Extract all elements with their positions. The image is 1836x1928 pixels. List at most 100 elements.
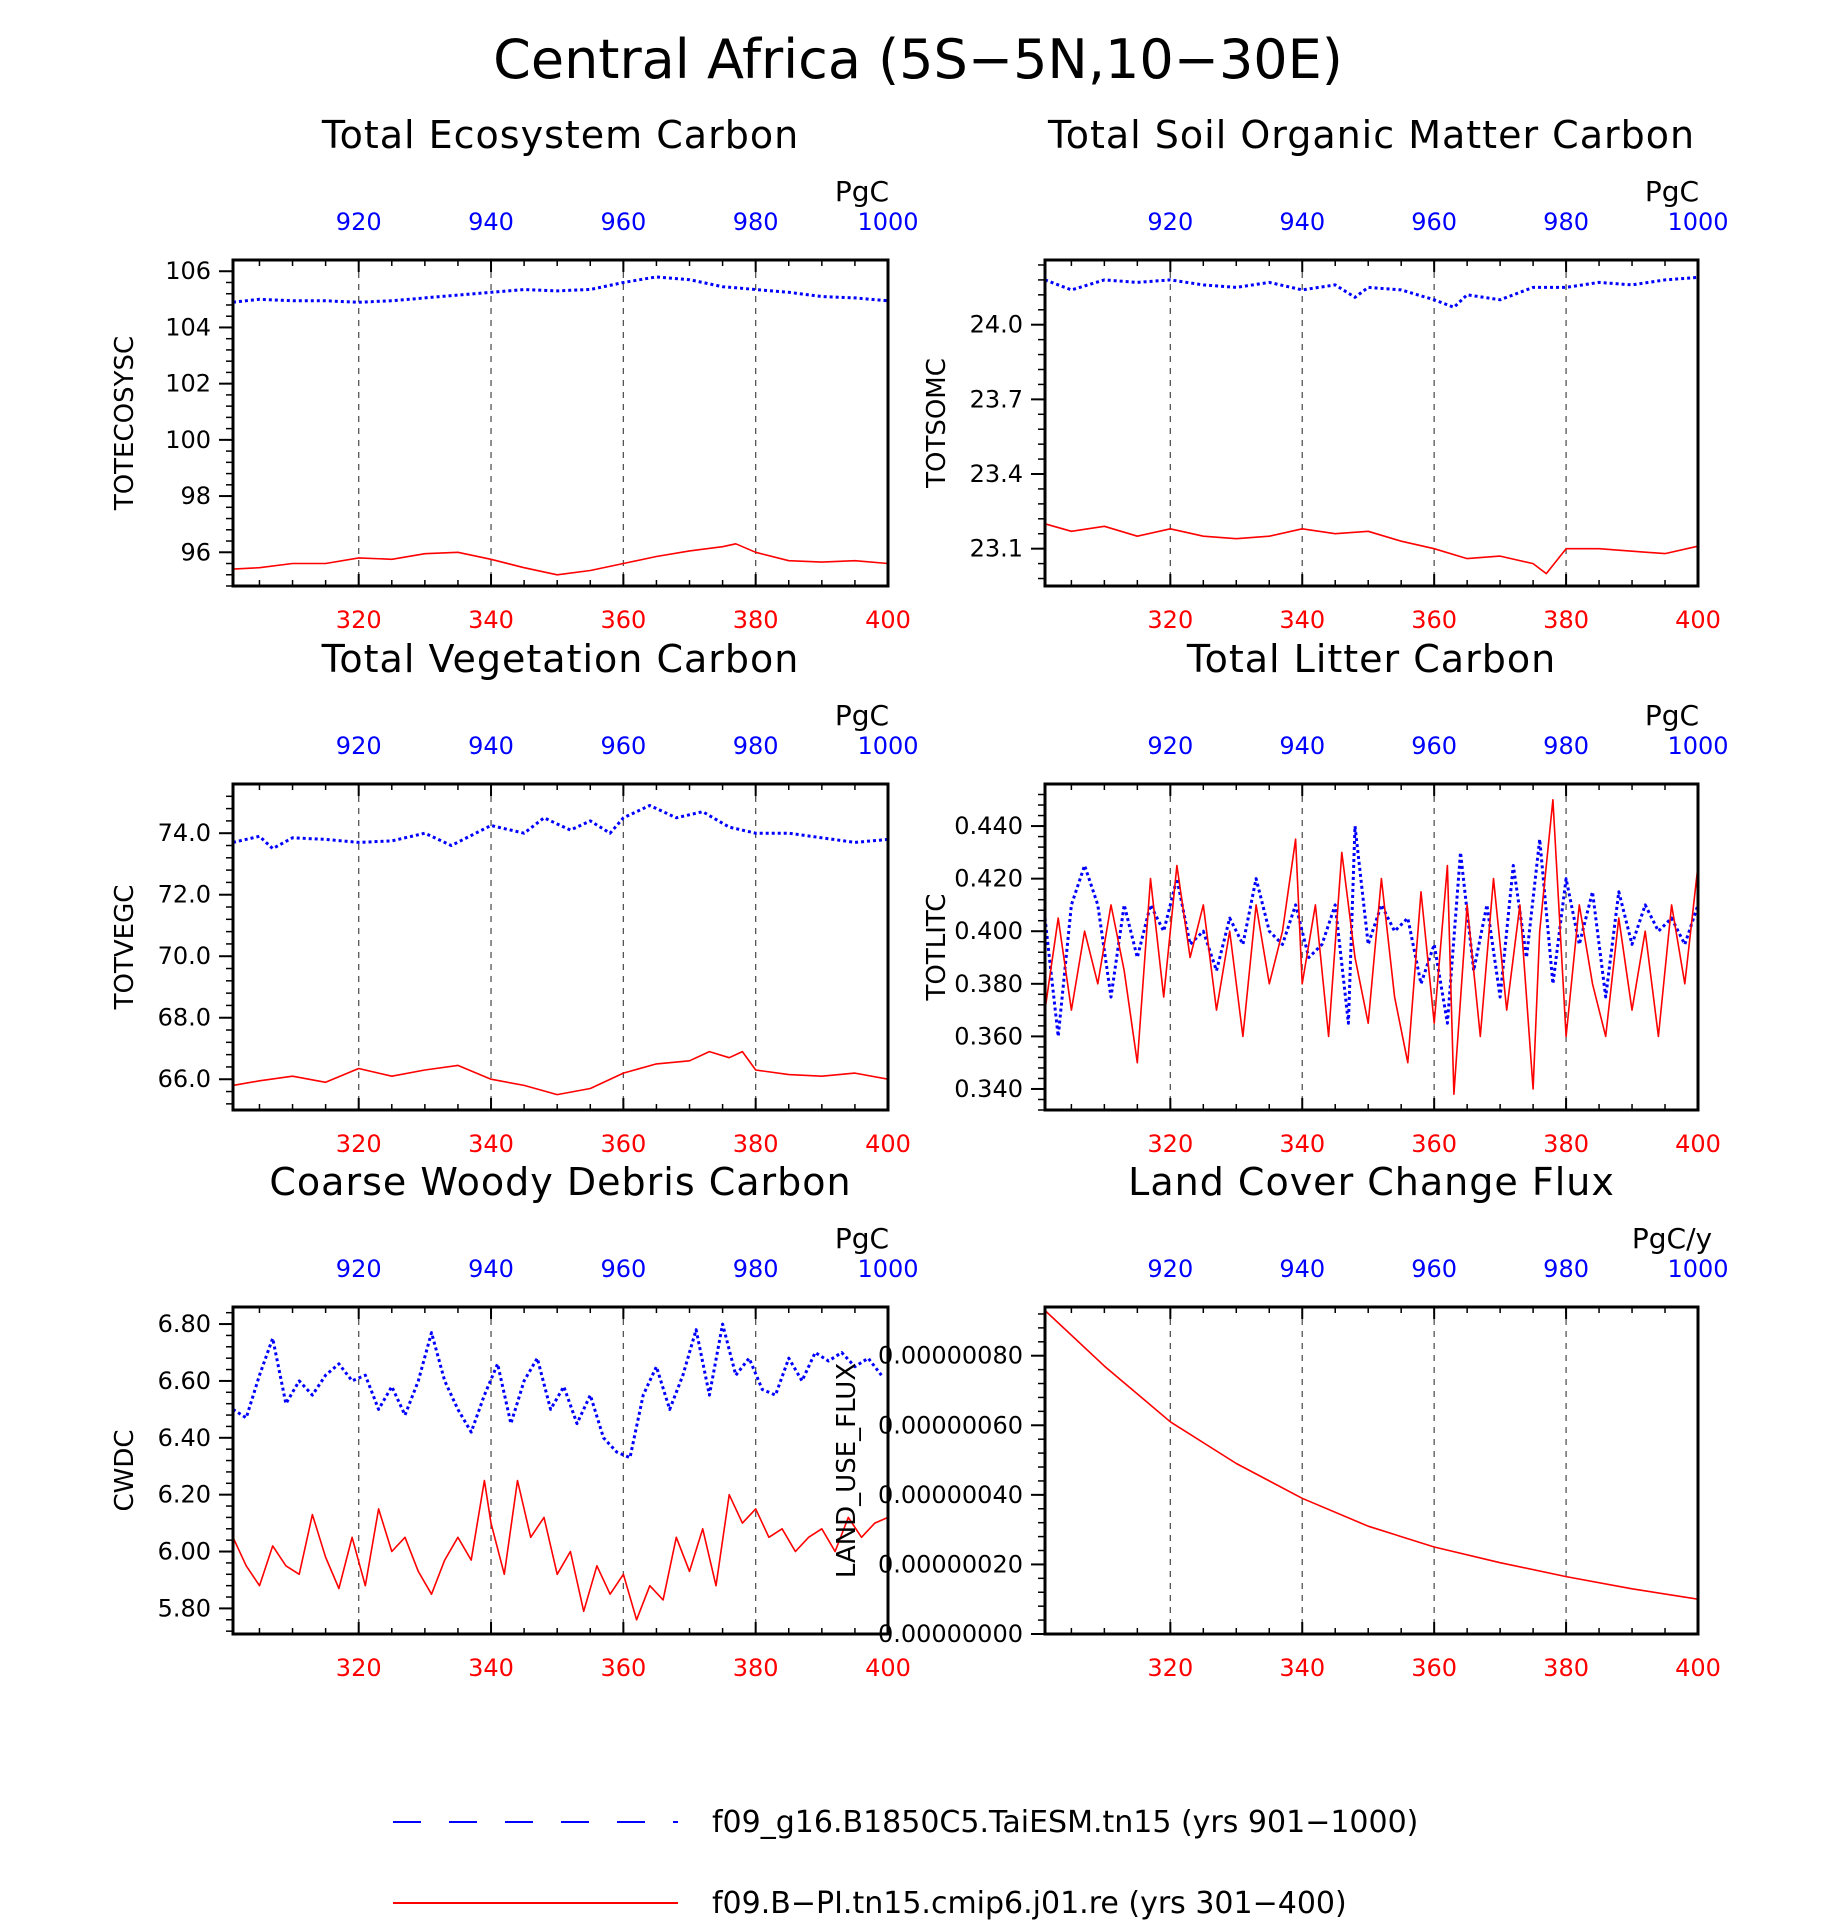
- x-bottom-tick-label: 340: [1279, 1130, 1325, 1158]
- x-top-tick-label: 960: [1411, 208, 1457, 236]
- panel-title: Coarse Woody Debris Carbon: [269, 1160, 851, 1204]
- plot-frame: [231, 1305, 890, 1636]
- x-bottom-tick-label: 360: [600, 1130, 646, 1158]
- y-tick-label: 23.7: [970, 385, 1023, 413]
- y-tick-label: 0.00000060: [878, 1411, 1023, 1439]
- x-bottom-tick-label: 320: [1147, 606, 1193, 634]
- units-label: PgC/y: [1632, 1222, 1712, 1255]
- x-top-tick-label: 920: [1147, 732, 1193, 760]
- panel-title: Total Litter Carbon: [1186, 637, 1556, 681]
- panel-total-soil-organic-matter-carbon: 320 340 360 380 400 920 940 960 980 1000 23.1 23.4 2…: [922, 113, 1729, 634]
- x-top-tick-label: 940: [1279, 1255, 1325, 1283]
- x-bottom-tick-label: 400: [865, 1130, 911, 1158]
- y-tick-label: 96: [180, 538, 211, 566]
- x-top-tick-label: 940: [1279, 732, 1325, 760]
- x-top-tick-label: 1000: [1667, 1255, 1728, 1283]
- x-bottom-tick-label: 380: [1543, 1130, 1589, 1158]
- x-bottom-tick-label: 320: [336, 606, 382, 634]
- y-tick-label: 0.380: [954, 970, 1023, 998]
- figure-title: Central Africa (5S−5N,10−30E): [493, 28, 1343, 91]
- y-tick-label: 72.0: [158, 881, 211, 909]
- x-top-tick-label: 960: [600, 208, 646, 236]
- panel-coarse-woody-debris-carbon: 320 340 360 380 400 920 940 960 980 1000 5.80 6.00 6…: [110, 1160, 919, 1682]
- y-tick-label: 74.0: [158, 819, 211, 847]
- x-top-tick-label: 920: [1147, 1255, 1193, 1283]
- panel-title: Total Vegetation Carbon: [321, 637, 800, 681]
- x-top-tick-label: 940: [468, 1255, 514, 1283]
- x-top-tick-label: 920: [1147, 208, 1193, 236]
- y-tick-label: 0.00000020: [878, 1550, 1023, 1578]
- y-tick-label: 0.00000040: [878, 1481, 1023, 1509]
- y-tick-label: 0.420: [954, 865, 1023, 893]
- y-tick-label: 6.60: [158, 1367, 211, 1395]
- y-tick-label: 5.80: [158, 1594, 211, 1622]
- y-tick-label: 23.4: [970, 460, 1023, 488]
- x-top-tick-label: 980: [1543, 208, 1589, 236]
- series-line-taiesm: [1044, 275, 1699, 309]
- x-top-tick-label: 960: [1411, 732, 1457, 760]
- y-tick-label: 68.0: [158, 1004, 211, 1032]
- units-label: PgC: [1645, 699, 1699, 732]
- x-bottom-tick-label: 340: [1279, 1654, 1325, 1682]
- plot-frame: [1043, 782, 1700, 1112]
- y-tick-label: 0.340: [954, 1075, 1023, 1103]
- y-tick-label: 0.360: [954, 1022, 1023, 1050]
- panel-total-ecosystem-carbon: 320 340 360 380 400 920 940 960 980 1000 96 98 100 10…: [110, 113, 919, 634]
- y-tick-label: 6.80: [158, 1310, 211, 1338]
- panel-title: Total Soil Organic Matter Carbon: [1047, 113, 1695, 157]
- y-tick-label: 100: [165, 426, 211, 454]
- y-tick-label: 6.20: [158, 1481, 211, 1509]
- y-tick-label: 6.00: [158, 1538, 211, 1566]
- x-top-tick-label: 1000: [857, 732, 918, 760]
- series-line-cmip6: [232, 1050, 889, 1096]
- y-tick-label: 0.00000080: [878, 1342, 1023, 1370]
- x-top-tick-label: 1000: [857, 1255, 918, 1283]
- plot-frame: [1043, 1305, 1700, 1636]
- x-bottom-tick-label: 340: [468, 1654, 514, 1682]
- x-bottom-tick-label: 320: [336, 1654, 382, 1682]
- x-bottom-tick-label: 360: [1411, 606, 1457, 634]
- y-tick-label: 0.440: [954, 812, 1023, 840]
- x-bottom-tick-label: 340: [468, 606, 514, 634]
- x-top-tick-label: 940: [468, 208, 514, 236]
- x-top-tick-label: 920: [336, 208, 382, 236]
- x-top-tick-label: 980: [733, 208, 779, 236]
- panel-title: Total Ecosystem Carbon: [321, 113, 799, 157]
- x-top-tick-label: 960: [1411, 1255, 1457, 1283]
- y-tick-label: 6.40: [158, 1424, 211, 1452]
- units-label: PgC: [1645, 175, 1699, 208]
- x-bottom-tick-label: 320: [1147, 1654, 1193, 1682]
- x-bottom-tick-label: 380: [733, 606, 779, 634]
- series-line-taiesm: [232, 804, 889, 851]
- series-line-taiesm: [1043, 824, 1700, 1038]
- legend-label-series-a: f09_g16.B1850C5.TaiESM.tn15 (yrs 901−100…: [712, 1805, 1418, 1840]
- y-tick-label: 66.0: [158, 1065, 211, 1093]
- x-bottom-tick-label: 400: [865, 606, 911, 634]
- x-bottom-tick-label: 360: [1411, 1130, 1457, 1158]
- y-axis-label: LAND_USE_FLUX: [832, 1363, 862, 1578]
- x-bottom-tick-label: 340: [1279, 606, 1325, 634]
- series-line-taiesm: [232, 1322, 883, 1460]
- series-line-cmip6: [1044, 1309, 1699, 1600]
- x-top-tick-label: 940: [468, 732, 514, 760]
- x-bottom-tick-label: 400: [1675, 606, 1721, 634]
- y-tick-label: 24.0: [970, 311, 1023, 339]
- x-top-tick-label: 980: [733, 732, 779, 760]
- y-tick-label: 0.400: [954, 917, 1023, 945]
- x-bottom-tick-label: 380: [1543, 606, 1589, 634]
- x-bottom-tick-label: 360: [600, 1654, 646, 1682]
- plot-frame: [231, 258, 890, 588]
- x-top-tick-label: 960: [600, 732, 646, 760]
- x-top-tick-label: 1000: [857, 208, 918, 236]
- panel-land-cover-change-flux: 320 340 360 380 400 920 940 960 980 1000 0.0000000…: [832, 1160, 1729, 1682]
- series-line-taiesm: [232, 275, 889, 304]
- series-line-cmip6: [1044, 523, 1699, 575]
- x-bottom-tick-label: 400: [1675, 1130, 1721, 1158]
- y-tick-label: 102: [165, 370, 211, 398]
- x-top-tick-label: 920: [336, 732, 382, 760]
- x-top-tick-label: 1000: [1667, 208, 1728, 236]
- units-label: PgC: [835, 1222, 889, 1255]
- x-bottom-tick-label: 400: [1675, 1654, 1721, 1682]
- series-line-cmip6: [232, 1479, 889, 1621]
